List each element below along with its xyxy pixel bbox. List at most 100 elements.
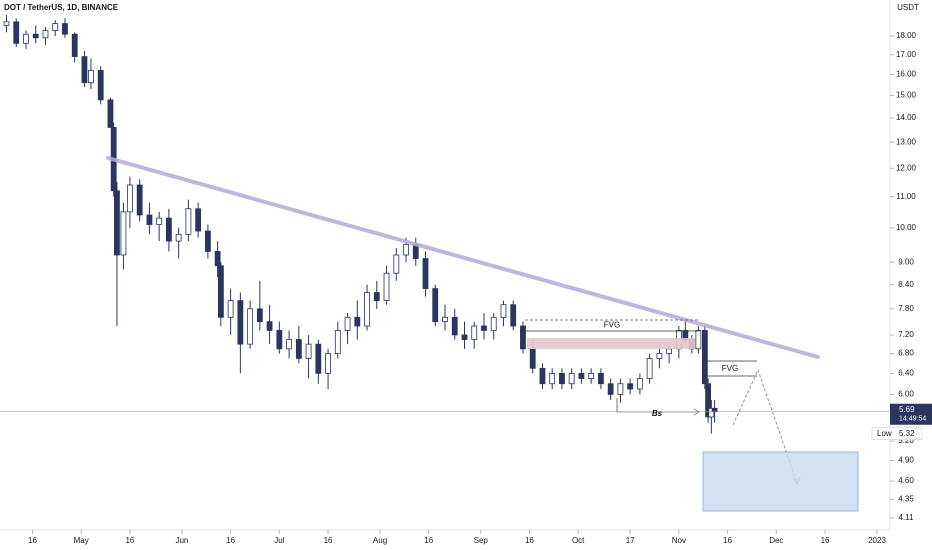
candle-body	[276, 330, 283, 350]
candle-body	[3, 21, 10, 26]
candle-body	[422, 258, 429, 289]
y-tick-label: 14.00	[896, 113, 917, 122]
candle-body	[227, 300, 234, 318]
fvg2-label: FVG	[722, 364, 738, 373]
x-tick-label: 16	[424, 536, 433, 545]
y-tick-label: 8.40	[898, 280, 914, 289]
candle-body	[247, 308, 254, 345]
candle-body	[266, 321, 273, 331]
candle-body	[185, 208, 192, 235]
candle-body	[559, 372, 565, 385]
candle-body	[666, 348, 673, 354]
candle-body	[32, 33, 39, 39]
candle-body	[71, 33, 78, 57]
candle-body	[705, 383, 712, 418]
x-tick-label: 16	[226, 536, 235, 545]
currency: USDT	[897, 3, 919, 12]
candle-body	[598, 372, 604, 385]
candle-body	[617, 383, 624, 395]
candle-body	[393, 254, 400, 274]
candle-body	[146, 214, 153, 225]
y-tick-label: 4.90	[898, 456, 914, 465]
x-tick-label: Dec	[769, 536, 783, 545]
candle-body	[568, 372, 575, 385]
x-tick-label: Sep	[474, 536, 489, 545]
y-tick-label: 17.00	[896, 50, 917, 59]
candle-body	[166, 217, 172, 242]
candle-body	[588, 372, 595, 379]
y-tick-label: 18.00	[896, 31, 917, 40]
candle-body	[578, 372, 585, 379]
y-tick-label: 5.20	[898, 436, 914, 445]
candle-body	[97, 69, 104, 101]
candle-body	[711, 407, 718, 413]
candle-body	[256, 308, 263, 323]
y-tick-label: 9.00	[898, 257, 914, 266]
candle-body	[175, 233, 182, 242]
candle-body	[88, 69, 94, 84]
x-tick-label: 16	[28, 536, 37, 545]
candle-body	[636, 378, 643, 390]
candle-body	[295, 339, 302, 359]
y-tick-label: 4.11	[899, 513, 915, 522]
x-tick-label: 16	[525, 536, 534, 545]
candle-body	[237, 300, 244, 345]
axes: 18.00 17.00 16.00 15.00 14.00 13.00 12.00 11.00…	[28, 31, 932, 545]
candle-body	[334, 330, 341, 354]
candle-body	[490, 316, 497, 331]
y-tick-label: 6.40	[898, 368, 914, 377]
candle-body	[195, 208, 202, 232]
candle-body	[701, 330, 708, 385]
y-tick-label: 6.00	[898, 390, 914, 399]
candle-body	[708, 407, 715, 418]
candle-body	[432, 288, 439, 323]
candle-body	[403, 244, 409, 256]
candle-body	[315, 343, 322, 374]
y-tick-label: 4.35	[898, 494, 914, 503]
x-tick-label: Jul	[274, 536, 284, 545]
y-tick-label: 12.00	[896, 163, 917, 172]
candle-body	[305, 343, 312, 359]
candle-body	[62, 23, 68, 35]
candle-body	[549, 372, 556, 385]
bs-label: Bs	[652, 409, 663, 418]
candle-body	[13, 21, 20, 44]
candle-body	[52, 23, 59, 32]
candle-body	[539, 367, 546, 385]
candle-body	[500, 304, 507, 318]
last-price-tag	[890, 403, 932, 425]
countdown-label: 14:49:54	[899, 416, 926, 423]
candle-body	[23, 33, 29, 44]
candle-body	[510, 304, 517, 327]
candle-body	[214, 251, 221, 267]
target-zone	[702, 451, 859, 512]
candle-body	[127, 184, 133, 213]
fvg-label: FVG	[604, 321, 620, 330]
candle-body	[136, 184, 143, 216]
x-tick-label: 16	[324, 536, 333, 545]
candle-body	[451, 316, 458, 336]
candle-body	[364, 292, 370, 327]
trend-line	[106, 156, 820, 359]
candle-body	[607, 383, 614, 395]
overlay: FVG FVG Bs	[106, 156, 859, 512]
x-tick-label: Nov	[672, 536, 686, 545]
candle-body	[114, 190, 120, 256]
x-tick-label: 16	[821, 536, 830, 545]
candle-body	[107, 99, 114, 128]
last-price-label: 5.69	[899, 405, 915, 414]
y-tick-label: 4.60	[898, 476, 914, 485]
candle-body	[529, 348, 536, 369]
y-tick-label: 6.80	[898, 349, 914, 358]
projection-path	[732, 368, 798, 484]
y-tick-label: 15.00	[896, 91, 917, 100]
x-tick-label: 16	[125, 536, 134, 545]
candle-body	[373, 292, 380, 301]
low-text: Low	[877, 429, 892, 438]
x-tick-label: Aug	[373, 536, 387, 545]
y-tick-label: 16.00	[896, 70, 917, 79]
y-tick-label: 10.00	[896, 223, 917, 232]
candle-body	[81, 56, 88, 84]
candle-body	[520, 325, 526, 350]
